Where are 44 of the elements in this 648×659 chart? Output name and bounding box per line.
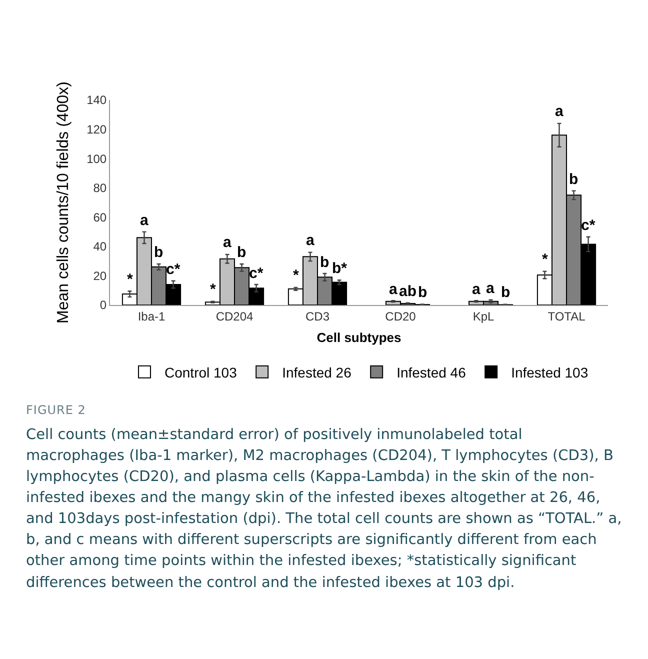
legend-label: Infested 46	[396, 364, 466, 380]
data-label: *	[127, 271, 133, 288]
x-tick-label: CD204	[216, 309, 254, 324]
data-label: *	[210, 281, 216, 298]
y-tick-label: 60	[93, 210, 107, 224]
data-label: a	[223, 234, 232, 251]
x-tick-label: CD20	[385, 309, 416, 324]
y-tick-label: 0	[100, 298, 107, 312]
data-label: c*	[581, 217, 596, 234]
data-label: *	[542, 251, 548, 268]
data-label: a	[472, 281, 481, 298]
y-tick-label: 100	[86, 152, 107, 166]
data-label: a	[140, 212, 149, 229]
y-axis-title: Mean cells counts/10 fields (400x)	[55, 82, 72, 324]
data-label: b	[320, 254, 330, 271]
data-label: b	[237, 244, 246, 261]
legend-label: Infested 103	[511, 364, 588, 380]
data-label: b*	[332, 260, 348, 277]
y-tick-label: 140	[86, 93, 107, 108]
y-tick-label: 120	[86, 122, 107, 136]
text: Cell counts (mean±standard error) of positively inmunolabeled total macrophages (Iba-1 marker), M2 macrophages (CD204), T lymphocytes (CD3), B lymphocytes (CD20), and plasma cells (Kappa-Lambda) in the skin of the non-infested ibexes and the mangy skin of the infested ibexes altogether at 26, 46, and 103days post-infestation (dpi). The total cell counts are shown as “TOTAL.” a, b, and c means with different superscripts are significantly different from each other among time points within the infested ibexes; *statistically significant differences between the control and the infested ibexes at 103 dpi.	[26, 426, 622, 592]
data-label: b	[501, 284, 510, 301]
x-tick-label: TOTAL	[548, 309, 586, 324]
data-label: a	[306, 232, 315, 249]
data-label: ab	[399, 283, 417, 300]
data-label: a	[555, 103, 564, 120]
y-tick-label: 80	[93, 181, 107, 196]
legend-label: Infested 26	[282, 364, 352, 380]
caption: FIGURE 2	[26, 402, 87, 419]
data-label: c*	[166, 261, 180, 278]
x-tick-label: CD3	[305, 309, 330, 324]
legend-label: Control 103	[164, 364, 238, 380]
y-tick-label: 20	[93, 268, 107, 283]
x-axis-title: Cell subtypes	[316, 330, 402, 345]
data-label: a	[486, 280, 495, 297]
data-label: b	[418, 284, 428, 301]
data-label: b	[154, 244, 164, 261]
data-label: b	[569, 171, 578, 188]
x-tick-label: KpL	[472, 309, 494, 324]
data-label: c*	[249, 265, 264, 282]
data-label: *	[293, 267, 299, 284]
x-tick-label: Iba-1	[138, 309, 166, 324]
y-tick-label: 40	[93, 240, 107, 254]
data-label: a	[389, 281, 398, 298]
